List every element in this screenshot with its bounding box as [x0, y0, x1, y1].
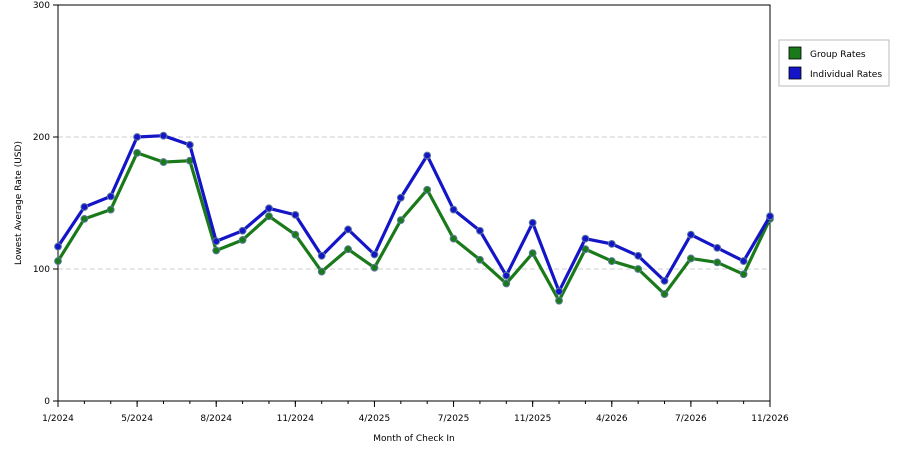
- legend-swatch-individual-rates: [788, 66, 802, 80]
- data-point[interactable]: [502, 271, 511, 280]
- data-point[interactable]: [660, 290, 669, 298]
- series-layer: [54, 131, 774, 305]
- data-point[interactable]: [54, 242, 62, 251]
- data-point[interactable]: [423, 185, 432, 194]
- data-point[interactable]: [476, 226, 484, 235]
- series-line: [56, 134, 772, 294]
- data-point[interactable]: [660, 276, 669, 285]
- data-point[interactable]: [713, 258, 722, 267]
- data-point[interactable]: [212, 237, 221, 246]
- x-tick-label: 4/2026: [596, 414, 628, 424]
- data-point[interactable]: [555, 296, 563, 305]
- data-point[interactable]: [265, 204, 273, 213]
- data-point[interactable]: [185, 141, 194, 149]
- x-tick-label: 1/2024: [42, 414, 74, 424]
- data-point[interactable]: [423, 151, 432, 160]
- data-point[interactable]: [607, 257, 616, 265]
- data-point[interactable]: [396, 193, 405, 202]
- data-point[interactable]: [581, 234, 590, 243]
- data-point[interactable]: [133, 148, 142, 157]
- data-point[interactable]: [106, 192, 115, 201]
- legend-label-group-rates: Group Rates: [810, 50, 866, 60]
- data-point[interactable]: [607, 240, 616, 248]
- legend-swatch-group-rates: [788, 46, 802, 60]
- x-tick-label: 4/2025: [359, 414, 391, 424]
- data-point[interactable]: [80, 203, 89, 211]
- data-point[interactable]: [159, 158, 168, 166]
- data-point[interactable]: [555, 287, 563, 296]
- data-point[interactable]: [739, 270, 748, 279]
- data-point[interactable]: [739, 257, 748, 265]
- x-tick-label: 7/2026: [675, 414, 707, 424]
- y-tick-label: 300: [33, 1, 50, 11]
- data-point[interactable]: [370, 250, 379, 259]
- data-point[interactable]: [634, 265, 643, 273]
- data-point[interactable]: [344, 245, 352, 254]
- data-point[interactable]: [370, 263, 379, 272]
- data-point[interactable]: [133, 133, 142, 141]
- plot-area-frame: [57, 4, 771, 402]
- data-point[interactable]: [528, 218, 537, 227]
- series-line: [56, 151, 772, 303]
- data-point[interactable]: [159, 131, 168, 140]
- axes: [57, 4, 771, 402]
- data-point[interactable]: [212, 246, 221, 255]
- y-axis-ticks: 0 100 200 300: [33, 1, 58, 407]
- data-point[interactable]: [476, 255, 484, 264]
- data-point[interactable]: [686, 230, 695, 239]
- data-point[interactable]: [238, 226, 247, 235]
- data-point[interactable]: [265, 212, 273, 221]
- data-point[interactable]: [80, 214, 89, 223]
- data-point[interactable]: [238, 236, 247, 244]
- data-point[interactable]: [291, 210, 300, 219]
- data-point[interactable]: [449, 234, 458, 243]
- y-axis-title: Lowest Average Rate (USD): [14, 141, 24, 265]
- x-tick-label: 7/2025: [438, 414, 470, 424]
- data-point[interactable]: [291, 230, 300, 239]
- data-point[interactable]: [449, 205, 458, 214]
- y-tick-label: 100: [33, 265, 50, 275]
- x-axis-title: Month of Check In: [373, 434, 455, 444]
- data-point[interactable]: [766, 212, 774, 221]
- x-axis-ticks: 1/2024 5/2024 8/2024 11/2024 4/2025 7/2025 11/…: [42, 401, 789, 424]
- legend: Group Rates Individual Rates: [778, 39, 890, 87]
- data-point[interactable]: [502, 279, 511, 288]
- data-point[interactable]: [344, 225, 352, 234]
- x-tick-label: 11/2026: [751, 414, 789, 424]
- data-point[interactable]: [713, 243, 722, 252]
- data-point[interactable]: [528, 249, 537, 258]
- legend-label-individual-rates: Individual Rates: [810, 70, 882, 80]
- x-tick-label: 11/2024: [277, 414, 315, 424]
- data-point[interactable]: [317, 267, 326, 276]
- data-point[interactable]: [54, 257, 62, 265]
- data-point[interactable]: [581, 245, 590, 254]
- x-tick-label: 5/2024: [121, 414, 153, 424]
- y-tick-label: 0: [44, 397, 50, 407]
- data-point[interactable]: [317, 251, 326, 260]
- y-tick-label: 200: [33, 133, 50, 143]
- data-point[interactable]: [106, 205, 115, 214]
- x-tick-label: 8/2024: [200, 414, 232, 424]
- data-point[interactable]: [396, 216, 405, 225]
- data-point[interactable]: [634, 251, 643, 260]
- x-tick-label: 11/2025: [514, 414, 551, 424]
- series-individual-rates: [54, 131, 774, 296]
- series-group-rates: [54, 148, 774, 305]
- data-point[interactable]: [686, 254, 695, 263]
